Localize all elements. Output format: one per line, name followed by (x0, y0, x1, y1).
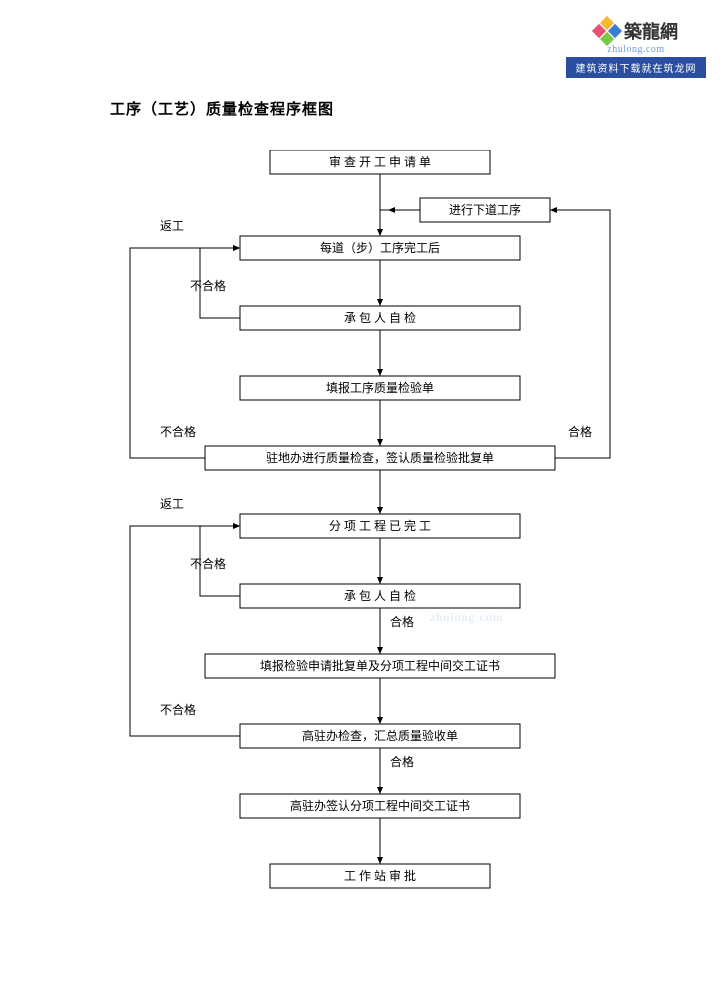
edge-label: 不合格 (190, 278, 226, 293)
flow-node-label: 承 包 人 自 检 (344, 588, 416, 603)
flow-node-label: 承 包 人 自 检 (344, 310, 416, 325)
edge-label: 不合格 (190, 556, 226, 571)
flow-node-label: 驻地办进行质量检查，签认质量检验批复单 (266, 450, 494, 465)
brand-tagline: 建筑资料下载就在筑龙网 (566, 57, 706, 78)
edge-label: 合格 (390, 614, 414, 629)
brand-name-en: zhulong.com (566, 44, 706, 55)
brand-name-cn: 築龍網 (624, 18, 678, 44)
flow-node-label: 高驻办签认分项工程中间交工证书 (290, 798, 470, 813)
flow-node-label: 高驻办检查，汇总质量验收单 (302, 728, 458, 743)
brand-logo: 築龍網 zhulong.com 建筑资料下载就在筑龙网 (566, 18, 706, 78)
page-title: 工序（工艺）质量检查程序框图 (110, 98, 334, 119)
flow-node-label: 工 作 站 审 批 (344, 868, 416, 883)
flow-node-label: 填报工序质量检验单 (326, 380, 434, 395)
flow-node-label: 分 项 工 程 已 完 工 (329, 518, 431, 533)
flow-node-label: 每道（步）工序完工后 (320, 240, 440, 255)
edge-label: 合格 (390, 754, 414, 769)
flow-node-label: 填报检验申请批复单及分项工程中间交工证书 (260, 658, 500, 673)
edge-label: 合格 (568, 424, 592, 439)
edge-label: 返工 (160, 497, 184, 511)
logo-pinwheel-icon (594, 18, 620, 44)
edge-label: 返工 (160, 219, 184, 233)
edge-label: 不合格 (160, 702, 196, 717)
flowchart: 审 查 开 工 申 请 单进行下道工序每道（步）工序完工后承 包 人 自 检填报… (60, 150, 670, 910)
edge-label: 不合格 (160, 424, 196, 439)
brand-logo-top: 築龍網 (566, 18, 706, 44)
flow-node-label: 进行下道工序 (449, 202, 521, 217)
flow-node-label: 审 查 开 工 申 请 单 (329, 154, 431, 169)
